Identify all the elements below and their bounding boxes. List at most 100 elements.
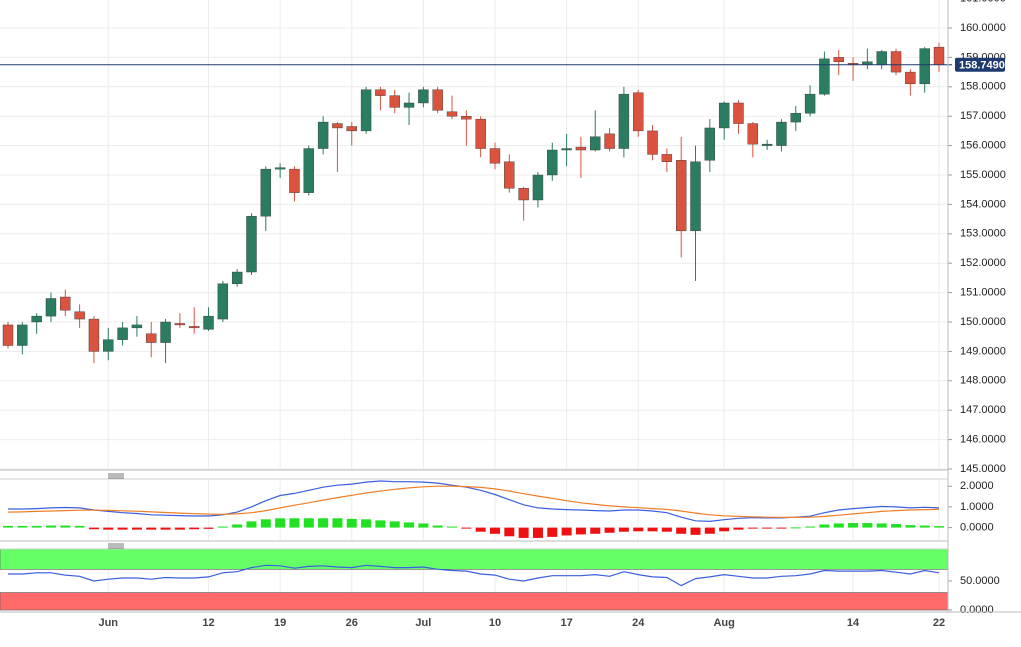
candle-body xyxy=(2,324,14,346)
histogram-bar xyxy=(17,525,28,528)
histogram-bar xyxy=(762,527,773,529)
candle-body xyxy=(375,89,386,96)
histogram-bar xyxy=(561,527,572,536)
candle-body xyxy=(876,51,887,65)
candle-body xyxy=(475,118,486,149)
candle-body xyxy=(217,283,229,320)
histogram-bar xyxy=(547,527,558,537)
x-tick-label: 14 xyxy=(847,617,860,629)
histogram-bar xyxy=(532,527,543,538)
indicator-line xyxy=(7,485,940,518)
histogram-bar xyxy=(103,527,114,530)
histogram-bar xyxy=(575,527,586,535)
histogram-bar xyxy=(590,527,601,534)
histogram-bar xyxy=(260,519,271,528)
y-tick-label: 149.0000 xyxy=(960,345,1006,357)
x-tick-label: 17 xyxy=(560,617,572,629)
histogram-bar xyxy=(876,523,887,528)
histogram-bar xyxy=(633,527,644,532)
candle-body xyxy=(389,95,400,108)
histogram-bar xyxy=(604,527,615,533)
histogram-bar xyxy=(833,523,844,528)
candle-body xyxy=(575,146,587,151)
candle-body xyxy=(633,92,644,132)
histogram-bar xyxy=(60,525,71,528)
histogram-bar xyxy=(232,524,243,528)
histogram-bar xyxy=(332,518,343,528)
candle-body xyxy=(332,123,343,129)
histogram-bar xyxy=(289,518,300,528)
candle-body xyxy=(403,102,415,108)
x-tick-label: 12 xyxy=(202,617,214,629)
candle-body xyxy=(890,51,902,73)
histogram-bar xyxy=(375,520,386,528)
candle-body xyxy=(547,149,558,176)
candle-body xyxy=(260,168,272,217)
y-tick-label: 160.0000 xyxy=(960,22,1006,34)
x-tick-label: 26 xyxy=(346,617,358,629)
histogram-bar xyxy=(647,527,658,532)
indicator-line xyxy=(8,564,940,587)
candle-body xyxy=(131,324,143,329)
candle-body xyxy=(31,315,42,323)
candle-body xyxy=(60,296,71,311)
histogram-bar xyxy=(246,521,257,528)
candle-body xyxy=(618,93,630,149)
y-tick-label: 148.0000 xyxy=(960,375,1006,387)
candle-body xyxy=(17,324,28,346)
panel-grip[interactable] xyxy=(108,543,124,549)
candle-body xyxy=(747,123,758,145)
histogram-bar xyxy=(404,522,415,528)
histogram-bar xyxy=(45,525,56,528)
candle-body xyxy=(160,321,171,343)
candle-body xyxy=(174,323,186,326)
candle-body xyxy=(461,115,472,120)
histogram-bar xyxy=(475,527,486,532)
candle-body xyxy=(74,311,85,320)
x-tick-label: Aug xyxy=(713,617,734,629)
candle-body xyxy=(246,215,257,273)
y-tick-label: 145.0000 xyxy=(960,463,1006,475)
zone xyxy=(0,548,949,570)
y-tick-label: 151.0000 xyxy=(960,287,1006,299)
x-tick-label: 10 xyxy=(489,617,501,629)
histogram-bar xyxy=(518,527,529,538)
y-tick-label: 158.0000 xyxy=(960,81,1006,93)
histogram-bar xyxy=(160,527,171,530)
histogram-bar xyxy=(346,518,357,528)
candle-body xyxy=(146,333,157,343)
y-tick-label: 147.0000 xyxy=(960,404,1006,416)
histogram-bar xyxy=(389,521,400,528)
x-tick-label: Jul xyxy=(415,617,431,629)
candle-body xyxy=(761,143,773,146)
y-tick-label: 1.0000 xyxy=(960,501,994,513)
histogram-bar xyxy=(790,527,801,529)
candle-body xyxy=(289,168,300,193)
histogram-bar xyxy=(31,525,42,528)
candle-body xyxy=(274,167,286,170)
y-tick-label: 155.0000 xyxy=(960,169,1006,181)
candle-body xyxy=(833,57,844,63)
histogram-bar xyxy=(146,527,157,530)
candle-body xyxy=(561,148,572,151)
panel-grip[interactable] xyxy=(108,473,124,479)
candle-body xyxy=(489,148,501,164)
candle-body xyxy=(446,111,458,117)
histogram-bar xyxy=(88,527,99,530)
candle-body xyxy=(919,48,930,85)
histogram-bar xyxy=(461,527,472,529)
zone xyxy=(0,592,949,611)
histogram-bar xyxy=(848,523,859,528)
candle-body xyxy=(88,318,100,352)
histogram-bar xyxy=(418,523,429,528)
candle-body xyxy=(103,339,114,352)
histogram-bar xyxy=(776,527,787,529)
candle-body xyxy=(231,271,243,284)
histogram-bar xyxy=(447,526,458,528)
histogram-bar xyxy=(862,523,873,528)
candle-body xyxy=(804,93,816,114)
histogram-bar xyxy=(217,526,228,528)
current-price-label: 158.7490 xyxy=(959,60,1005,72)
y-tick-label: 150.0000 xyxy=(960,316,1006,328)
histogram-bar xyxy=(618,527,629,532)
